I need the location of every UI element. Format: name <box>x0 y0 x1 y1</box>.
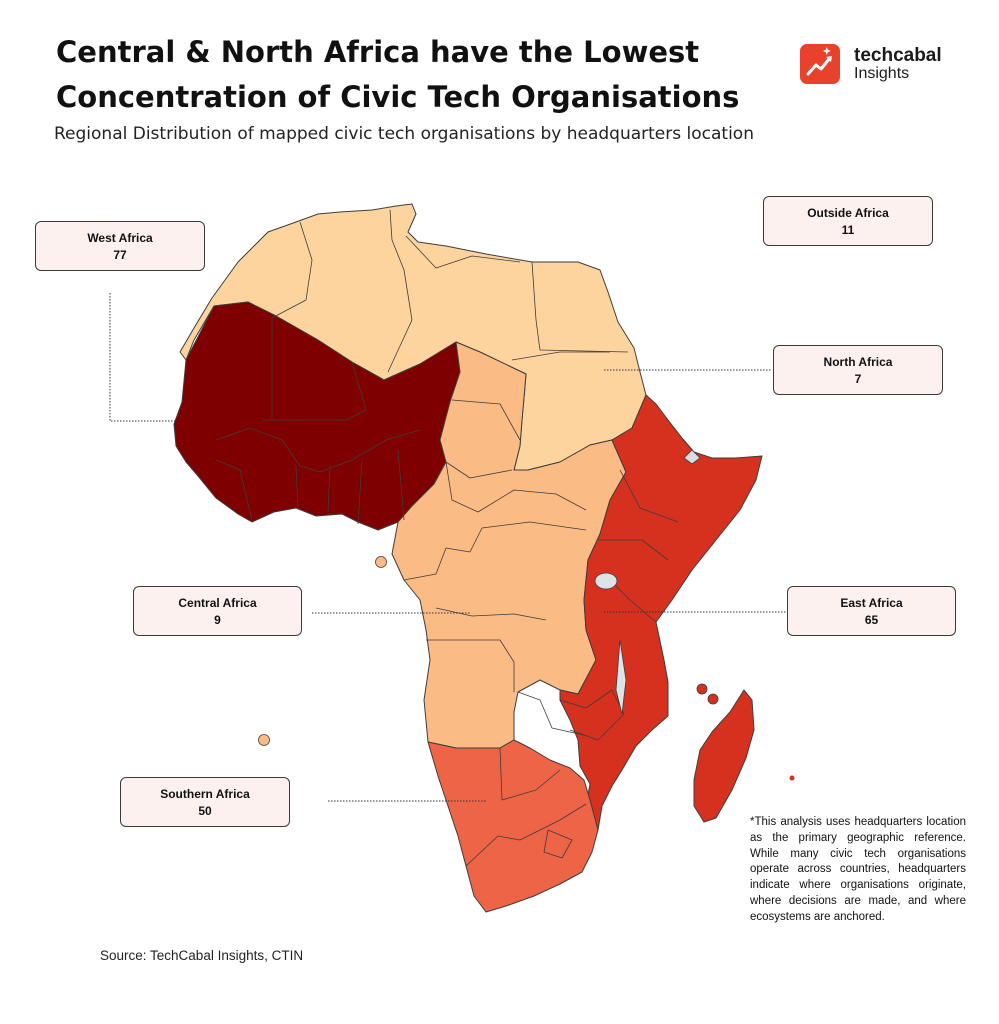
region-central-africa <box>391 341 627 749</box>
label-southern-africa-name: Southern Africa <box>160 787 250 801</box>
chart-title: Central & North Africa have the Lowest C… <box>56 35 740 114</box>
rising-chart-sparkle-icon <box>800 44 840 84</box>
label-central-africa-value: 9 <box>214 613 221 627</box>
label-east-africa-name: East Africa <box>840 596 903 610</box>
chart-subtitle: Regional Distribution of mapped civic te… <box>54 124 754 144</box>
label-east-africa-value: 65 <box>864 613 879 627</box>
label-east-africa: East Africa 65 <box>787 586 956 636</box>
label-outside-africa-name: Outside Africa <box>807 206 889 220</box>
label-west-africa-name: West Africa <box>87 231 153 245</box>
label-southern-africa: Southern Africa 50 <box>120 777 290 827</box>
label-north-africa-value: 7 <box>854 372 862 386</box>
label-southern-africa-value: 50 <box>198 804 212 818</box>
brand-subtitle: Insights <box>854 65 910 82</box>
region-madagascar <box>693 689 755 823</box>
label-west-africa: West Africa 77 <box>35 221 205 271</box>
label-north-africa-name: North Africa <box>823 355 893 369</box>
label-north-africa: North Africa 7 <box>773 345 943 395</box>
label-outside-africa-value: 11 <box>841 223 855 237</box>
footnote: *This analysis uses headquarters locatio… <box>750 816 966 923</box>
source-note: Source: TechCabal Insights, CTIN <box>100 948 304 963</box>
label-outside-africa: Outside Africa 11 <box>763 196 933 246</box>
region-southern-africa <box>427 739 599 913</box>
label-central-africa-name: Central Africa <box>178 596 257 610</box>
brand-name: techcabal <box>854 45 942 66</box>
label-central-africa: Central Africa 9 <box>133 586 302 636</box>
label-west-africa-value: 77 <box>113 248 127 262</box>
